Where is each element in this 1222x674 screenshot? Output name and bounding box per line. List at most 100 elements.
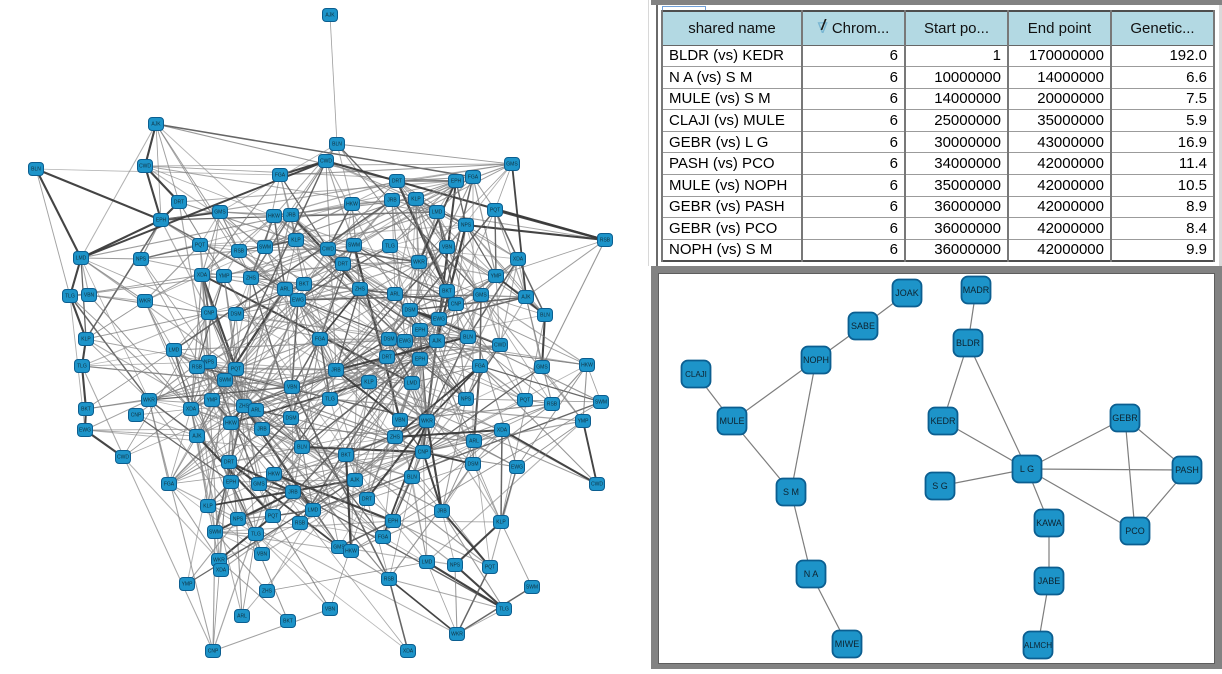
svg-text:CWD: CWD — [591, 482, 603, 488]
svg-text:HKW: HKW — [345, 549, 357, 555]
svg-text:CWD: CWD — [117, 455, 129, 461]
svg-text:PQT: PQT — [231, 367, 241, 373]
svg-text:CNP: CNP — [451, 302, 462, 308]
svg-text:BKT: BKT — [442, 289, 452, 295]
svg-text:ARL: ARL — [280, 287, 290, 293]
svg-text:BKT: BKT — [81, 407, 91, 413]
svg-text:SWM: SWM — [595, 400, 607, 406]
svg-text:TLG: TLG — [65, 294, 75, 300]
svg-text:PASH: PASH — [1175, 465, 1199, 475]
svg-text:DRT: DRT — [338, 262, 348, 268]
svg-text:AJK: AJK — [350, 478, 360, 484]
svg-text:VBN: VBN — [257, 552, 268, 558]
svg-text:AJK: AJK — [151, 122, 161, 128]
svg-text:DRT: DRT — [174, 200, 184, 206]
svg-text:DSM: DSM — [404, 308, 415, 314]
svg-text:NPS: NPS — [204, 360, 215, 366]
svg-text:EWG: EWG — [399, 339, 411, 345]
svg-text:FGA: FGA — [315, 337, 326, 343]
svg-text:ZHS: ZHS — [390, 435, 401, 441]
svg-text:GMS: GMS — [253, 482, 265, 488]
svg-text:ARL: ARL — [237, 614, 247, 620]
svg-text:PQT: PQT — [520, 398, 530, 404]
svg-text:EWG: EWG — [292, 298, 304, 304]
svg-text:HKW: HKW — [581, 363, 593, 369]
svg-text:GMS: GMS — [214, 210, 226, 216]
svg-text:WKR: WKR — [421, 419, 433, 425]
svg-text:CWD: CWD — [322, 247, 334, 253]
svg-text:JRB: JRB — [387, 198, 397, 204]
svg-text:LMD: LMD — [422, 560, 433, 566]
svg-text:XDA: XDA — [186, 407, 197, 413]
svg-text:BLN: BLN — [31, 167, 41, 173]
svg-text:FGA: FGA — [468, 175, 479, 181]
svg-text:S G: S G — [932, 481, 948, 491]
svg-text:WKR: WKR — [213, 558, 225, 564]
svg-text:PQT: PQT — [490, 208, 500, 214]
svg-text:GMS: GMS — [536, 365, 548, 371]
svg-text:XDA: XDA — [197, 273, 208, 279]
svg-text:FGA: FGA — [275, 173, 286, 179]
svg-text:KLP: KLP — [496, 520, 506, 526]
svg-text:RSB: RSB — [384, 577, 395, 583]
svg-text:DSM: DSM — [285, 416, 296, 422]
svg-text:JABE: JABE — [1038, 576, 1061, 586]
svg-text:ZHS: ZHS — [239, 404, 250, 410]
svg-text:CWD: CWD — [139, 164, 151, 170]
svg-text:BKT: BKT — [283, 619, 293, 625]
svg-text:CNP: CNP — [131, 413, 142, 419]
svg-text:YMP: YMP — [578, 419, 590, 425]
svg-text:GMS: GMS — [506, 162, 518, 168]
svg-text:KLP: KLP — [411, 197, 421, 203]
svg-text:YMP: YMP — [182, 582, 194, 588]
svg-text:ZHS: ZHS — [262, 589, 273, 595]
svg-text:L G: L G — [1020, 464, 1034, 474]
svg-text:RSB: RSB — [192, 365, 203, 371]
svg-text:JRB: JRB — [257, 427, 267, 433]
svg-text:TLG: TLG — [385, 244, 395, 250]
svg-text:BKT: BKT — [299, 282, 309, 288]
svg-text:SWM: SWM — [209, 530, 221, 536]
svg-text:PQT: PQT — [195, 243, 205, 249]
svg-text:WKR: WKR — [451, 632, 463, 638]
svg-text:DRT: DRT — [224, 460, 234, 466]
svg-text:RSB: RSB — [234, 249, 245, 255]
svg-text:LMD: LMD — [76, 256, 87, 262]
svg-text:BKT: BKT — [341, 453, 351, 459]
svg-text:DRT: DRT — [382, 355, 392, 361]
svg-text:TLG: TLG — [325, 397, 335, 403]
svg-text:EPH: EPH — [415, 328, 426, 334]
svg-text:CLAJI: CLAJI — [685, 370, 707, 379]
svg-text:HKW: HKW — [268, 472, 280, 478]
svg-text:VBN: VBN — [395, 418, 406, 424]
svg-text:HKW: HKW — [268, 214, 280, 220]
svg-text:WKR: WKR — [413, 260, 425, 266]
svg-text:SWM: SWM — [219, 378, 231, 384]
svg-text:NOPH: NOPH — [803, 355, 829, 365]
svg-text:MULE: MULE — [719, 416, 744, 426]
svg-text:KLP: KLP — [81, 337, 91, 343]
svg-text:EPH: EPH — [451, 179, 462, 185]
svg-text:AJK: AJK — [192, 434, 202, 440]
svg-text:ARL: ARL — [390, 292, 400, 298]
svg-text:BLN: BLN — [407, 475, 417, 481]
svg-text:YMP: YMP — [207, 398, 219, 404]
svg-text:NPS: NPS — [450, 563, 461, 569]
svg-text:EPH: EPH — [415, 357, 426, 363]
svg-text:DRT: DRT — [362, 497, 372, 503]
svg-text:ARL: ARL — [251, 408, 261, 414]
svg-text:AJK: AJK — [521, 295, 531, 301]
svg-text:NPS: NPS — [461, 397, 472, 403]
svg-text:JRB: JRB — [437, 509, 447, 515]
svg-text:TLG: TLG — [499, 607, 509, 613]
svg-text:EPH: EPH — [156, 218, 167, 224]
svg-text:DRT: DRT — [392, 179, 402, 185]
svg-text:SABE: SABE — [851, 321, 875, 331]
svg-text:SWM: SWM — [526, 585, 538, 591]
svg-text:CWD: CWD — [320, 159, 332, 165]
svg-text:TLG: TLG — [251, 532, 261, 538]
svg-text:PQT: PQT — [485, 565, 495, 571]
svg-text:BLN: BLN — [332, 142, 342, 148]
svg-text:HKW: HKW — [225, 421, 237, 427]
svg-text:BLN: BLN — [463, 335, 473, 341]
